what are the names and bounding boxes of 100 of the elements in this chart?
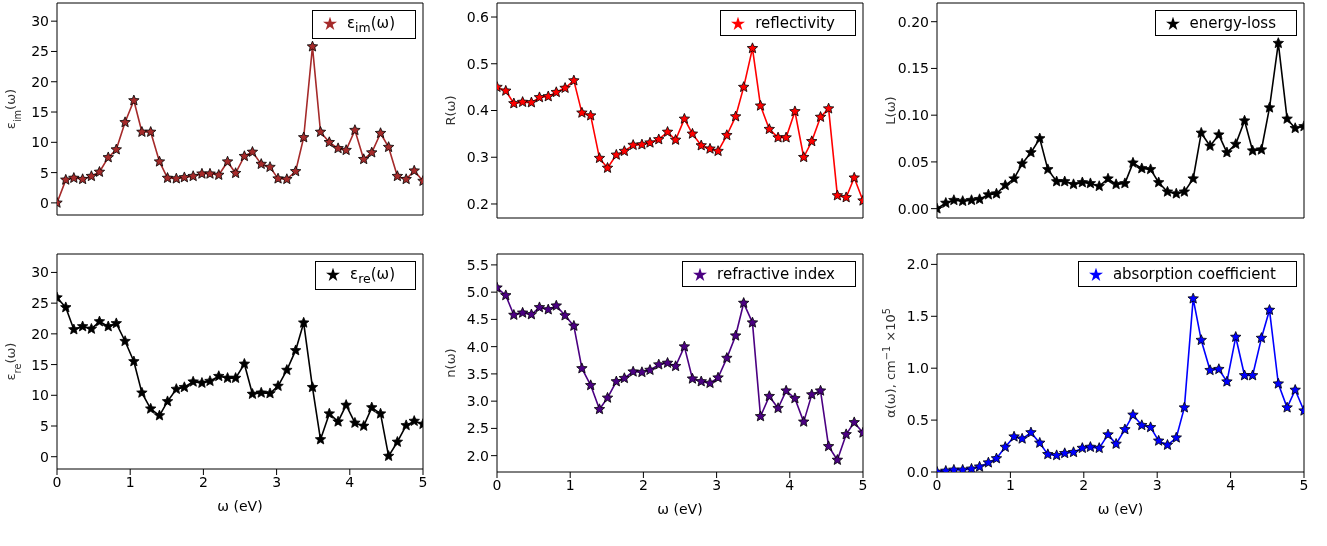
point (738, 297, 750, 308)
point (1178, 185, 1190, 197)
point (610, 375, 622, 387)
point (1187, 172, 1199, 184)
point (68, 323, 80, 335)
y-tick-label: 2.5 (466, 420, 489, 437)
point (246, 146, 259, 157)
point (516, 306, 529, 318)
point (1008, 430, 1020, 442)
point (323, 136, 335, 148)
point (653, 133, 665, 145)
point (85, 323, 98, 334)
point (763, 123, 775, 135)
point (806, 135, 818, 147)
point (730, 110, 742, 122)
point (500, 84, 512, 96)
point (508, 309, 520, 320)
x-tick-label: 1 (125, 473, 135, 490)
point (627, 365, 639, 377)
point (1281, 401, 1293, 413)
point (1204, 140, 1216, 151)
point (789, 392, 801, 404)
point (533, 91, 546, 103)
point (1187, 292, 1199, 304)
point (102, 151, 114, 163)
y-tick-label: 15 (31, 104, 49, 120)
point (349, 417, 361, 428)
y-axis-title: L(ω) (883, 96, 898, 125)
point (721, 129, 733, 141)
point (1127, 409, 1139, 420)
point (272, 172, 284, 184)
x-tick-label: 3 (712, 476, 722, 493)
point (340, 144, 352, 156)
point (576, 106, 588, 118)
point (948, 194, 960, 206)
point (1102, 428, 1114, 440)
x-tick-label: 2 (1079, 476, 1089, 493)
point (780, 384, 792, 396)
point (1272, 37, 1284, 49)
point (542, 303, 554, 315)
point (1110, 438, 1122, 449)
point (204, 375, 216, 387)
point (1263, 101, 1276, 113)
y-axis-title: R(ω) (443, 95, 458, 126)
y-tick-label: 0 (40, 448, 49, 465)
point (366, 401, 378, 413)
point (272, 380, 284, 391)
point (1281, 113, 1293, 124)
point (358, 420, 370, 431)
point (145, 402, 157, 414)
point (128, 355, 140, 367)
x-tick-label: 5 (858, 476, 868, 493)
point (525, 96, 538, 108)
point (636, 366, 648, 378)
y-tick-label: 20 (31, 73, 49, 90)
point (500, 289, 512, 301)
point (1051, 175, 1063, 187)
point (1289, 384, 1301, 395)
x-tick-label: 0 (932, 476, 942, 493)
legend-label: reflectivity (755, 14, 835, 32)
point (1119, 423, 1131, 435)
point (822, 102, 835, 114)
point (128, 94, 140, 106)
point (1153, 176, 1165, 188)
point (332, 142, 344, 154)
point (76, 173, 89, 185)
point (391, 170, 404, 182)
point (246, 388, 259, 399)
x-tick-label: 0 (492, 476, 502, 493)
y-tick-label: 2.0 (466, 447, 489, 464)
point (721, 352, 733, 363)
y-tick-label: 0.15 (897, 60, 929, 77)
point (119, 116, 131, 128)
point (1034, 437, 1046, 448)
point (1144, 421, 1157, 433)
point (730, 329, 742, 341)
point (1051, 449, 1063, 461)
point (298, 316, 310, 328)
point (196, 377, 208, 388)
point (1008, 172, 1020, 184)
point (1110, 178, 1122, 190)
point (814, 111, 827, 122)
point (229, 167, 242, 179)
point (695, 375, 707, 387)
point (585, 109, 597, 121)
point (1127, 156, 1139, 168)
point (712, 145, 724, 157)
x-tick-label: 2 (198, 473, 208, 490)
point (618, 372, 630, 384)
point (1263, 304, 1276, 315)
point (678, 340, 691, 352)
point (290, 344, 302, 356)
y-tick-label: 5.5 (466, 256, 489, 273)
point (400, 419, 412, 431)
point (60, 301, 72, 313)
point (1136, 162, 1148, 174)
legend-label: energy-loss (1189, 14, 1276, 32)
point (780, 131, 792, 143)
point (525, 308, 538, 320)
point (669, 360, 682, 372)
